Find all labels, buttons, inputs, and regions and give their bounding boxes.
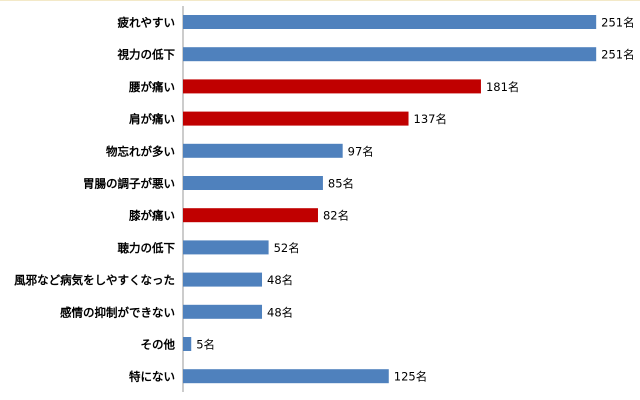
category-label: 感情の抑制ができない — [60, 305, 175, 319]
category-label: その他 — [141, 338, 176, 352]
category-label: 腰が痛い — [128, 80, 175, 94]
category-label: 肩が痛い — [129, 112, 175, 126]
value-label: 85名 — [328, 177, 354, 191]
category-label: 聴力の低下 — [118, 241, 176, 255]
bar — [183, 337, 192, 351]
bar — [183, 143, 343, 158]
category-label: 膝が痛い — [129, 209, 175, 223]
value-label: 5名 — [196, 338, 215, 352]
value-label: 52名 — [274, 241, 300, 255]
bar — [183, 240, 269, 255]
bar — [183, 176, 323, 190]
bar — [183, 79, 481, 94]
category-label: 疲れやすい — [118, 16, 176, 30]
category-label: 視力の低下 — [117, 48, 176, 62]
bar — [183, 208, 318, 223]
category-label: 胃腸の調子が悪い — [83, 177, 175, 191]
value-label: 125名 — [394, 370, 427, 384]
category-label: 物忘れが多い — [106, 144, 175, 158]
value-label: 181名 — [486, 80, 519, 94]
bar — [183, 47, 597, 62]
bar — [183, 15, 597, 29]
value-label: 48名 — [267, 273, 293, 287]
category-label: 風邪など病気をしやすくなった — [14, 273, 175, 287]
value-label: 97名 — [348, 144, 374, 158]
bar — [183, 304, 263, 319]
bar — [183, 272, 263, 287]
value-label: 251名 — [601, 16, 634, 30]
value-label: 251名 — [601, 48, 634, 62]
bar — [183, 111, 409, 126]
value-label: 82名 — [323, 209, 349, 223]
value-label: 137名 — [414, 112, 447, 126]
value-label: 48名 — [267, 305, 293, 319]
bar — [183, 369, 389, 384]
category-label: 特にない — [129, 370, 175, 384]
